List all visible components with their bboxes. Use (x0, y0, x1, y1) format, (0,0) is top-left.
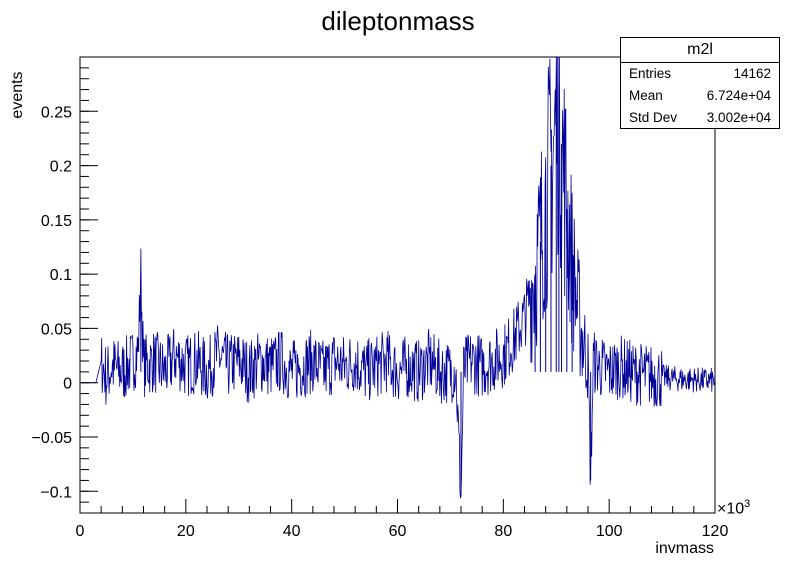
y-tick-label: 0.2 (50, 159, 72, 176)
y-tick-label: 0.15 (41, 213, 72, 230)
series-line-m2l (80, 56, 716, 499)
y-tick-label: −0.1 (40, 484, 72, 501)
stats-label: Entries (629, 66, 672, 81)
y-tick-label: 0 (63, 376, 72, 393)
x-tick-label: 80 (494, 523, 512, 540)
x-tick-label: 20 (177, 523, 195, 540)
y-tick-label: −0.05 (32, 430, 73, 447)
y-tick-label: 0.1 (50, 267, 72, 284)
stats-row-entries: Entries 14162 (621, 63, 779, 85)
y-tick-label: 0.05 (41, 321, 72, 338)
stats-value: 6.724e+04 (706, 88, 771, 103)
stats-value: 3.002e+04 (706, 110, 771, 125)
y-tick-label: 0.25 (41, 104, 72, 121)
x-tick-label: 60 (389, 523, 407, 540)
x-axis-label: invmass (655, 540, 714, 557)
stats-row-mean: Mean 6.724e+04 (621, 85, 779, 107)
stats-label: Std Dev (629, 110, 678, 125)
stats-box-title: m2l (621, 38, 779, 63)
plot-title: dileptonmass (321, 6, 475, 36)
x-tick-label: 120 (702, 523, 729, 540)
y-axis-label: events (9, 71, 26, 119)
x-tick-label: 100 (596, 523, 623, 540)
stats-value: 14162 (733, 66, 771, 81)
x-tick-label: 0 (76, 523, 85, 540)
stats-row-stddev: Std Dev 3.002e+04 (621, 107, 779, 129)
x-axis-multiplier: ×103 (717, 498, 750, 518)
x-multiplier-base: ×10 (717, 500, 745, 518)
x-tick-label: 40 (283, 523, 301, 540)
stats-label: Mean (629, 88, 663, 103)
x-multiplier-exponent: 3 (744, 498, 751, 510)
stats-box: m2l Entries 14162 Mean 6.724e+04 Std Dev… (620, 37, 780, 129)
